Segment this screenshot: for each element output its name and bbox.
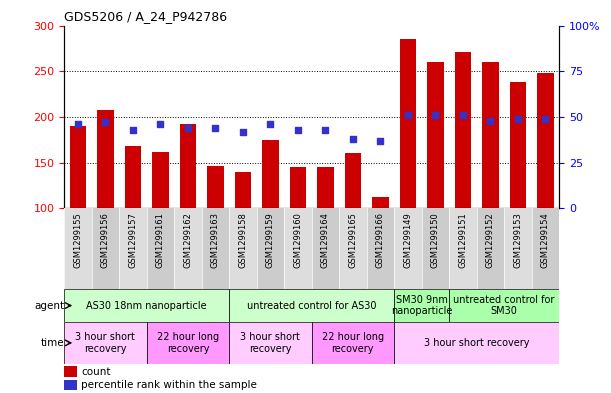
Point xyxy=(128,127,138,133)
Bar xyxy=(339,208,367,289)
Bar xyxy=(97,110,114,208)
Bar xyxy=(64,208,92,289)
Point xyxy=(541,116,551,122)
Point xyxy=(431,112,441,118)
Text: GSM1299153: GSM1299153 xyxy=(513,212,522,268)
Bar xyxy=(477,208,504,289)
Bar xyxy=(64,366,76,377)
Bar xyxy=(510,82,526,208)
Text: 22 hour long
recovery: 22 hour long recovery xyxy=(157,332,219,354)
Text: untreated control for
SM30: untreated control for SM30 xyxy=(453,295,555,316)
Bar xyxy=(394,322,559,364)
Text: GSM1299150: GSM1299150 xyxy=(431,212,440,268)
Text: GSM1299154: GSM1299154 xyxy=(541,212,550,268)
Text: GSM1299166: GSM1299166 xyxy=(376,212,385,268)
Text: GSM1299164: GSM1299164 xyxy=(321,212,330,268)
Text: GSM1299158: GSM1299158 xyxy=(238,212,247,268)
Bar xyxy=(372,197,389,208)
Text: GSM1299156: GSM1299156 xyxy=(101,212,110,268)
Bar xyxy=(64,322,147,364)
Point xyxy=(100,119,111,125)
Text: GSM1299165: GSM1299165 xyxy=(348,212,357,268)
Bar xyxy=(119,208,147,289)
Bar xyxy=(312,208,339,289)
Bar xyxy=(229,322,312,364)
Bar xyxy=(262,140,279,208)
Bar xyxy=(449,289,559,322)
Bar xyxy=(449,208,477,289)
Text: GSM1299160: GSM1299160 xyxy=(293,212,302,268)
Bar xyxy=(202,208,229,289)
Bar xyxy=(207,166,224,208)
Text: GSM1299155: GSM1299155 xyxy=(73,212,82,268)
Point xyxy=(403,112,413,118)
Text: 3 hour short
recovery: 3 hour short recovery xyxy=(76,332,135,354)
Bar xyxy=(152,152,169,208)
Point xyxy=(376,138,386,144)
Bar xyxy=(345,153,361,208)
Bar xyxy=(422,208,449,289)
Text: GSM1299152: GSM1299152 xyxy=(486,212,495,268)
Bar xyxy=(64,380,76,390)
Text: GDS5206 / A_24_P942786: GDS5206 / A_24_P942786 xyxy=(64,10,227,23)
Point xyxy=(321,127,331,133)
Text: time: time xyxy=(41,338,65,348)
Bar xyxy=(537,73,554,208)
Text: agent: agent xyxy=(35,301,65,310)
Text: GSM1299151: GSM1299151 xyxy=(458,212,467,268)
Text: GSM1299163: GSM1299163 xyxy=(211,212,220,268)
Bar xyxy=(394,208,422,289)
Point xyxy=(293,127,303,133)
Bar xyxy=(229,289,394,322)
Bar xyxy=(290,167,306,208)
Bar xyxy=(64,289,229,322)
Bar xyxy=(125,146,141,208)
Bar xyxy=(92,208,119,289)
Bar xyxy=(70,126,86,208)
Bar xyxy=(455,52,471,208)
Text: GSM1299159: GSM1299159 xyxy=(266,212,275,268)
Point xyxy=(513,116,523,122)
Bar xyxy=(427,62,444,208)
Bar xyxy=(229,208,257,289)
Bar xyxy=(482,62,499,208)
Point xyxy=(486,118,496,124)
Bar xyxy=(235,172,251,208)
Text: GSM1299161: GSM1299161 xyxy=(156,212,165,268)
Bar xyxy=(367,208,394,289)
Bar xyxy=(147,208,174,289)
Bar xyxy=(257,208,284,289)
Point xyxy=(238,129,248,135)
Text: 3 hour short recovery: 3 hour short recovery xyxy=(424,338,529,348)
Text: SM30 9nm
nanoparticle: SM30 9nm nanoparticle xyxy=(391,295,452,316)
Bar xyxy=(532,208,559,289)
Text: untreated control for AS30: untreated control for AS30 xyxy=(247,301,376,310)
Bar xyxy=(317,167,334,208)
Text: percentile rank within the sample: percentile rank within the sample xyxy=(81,380,257,390)
Text: GSM1299162: GSM1299162 xyxy=(183,212,192,268)
Point xyxy=(183,125,193,131)
Bar xyxy=(180,124,196,208)
Text: 22 hour long
recovery: 22 hour long recovery xyxy=(322,332,384,354)
Point xyxy=(348,136,358,142)
Text: count: count xyxy=(81,367,111,377)
Bar xyxy=(394,289,449,322)
Bar xyxy=(504,208,532,289)
Point xyxy=(156,121,166,127)
Text: AS30 18nm nanoparticle: AS30 18nm nanoparticle xyxy=(86,301,207,310)
Text: GSM1299157: GSM1299157 xyxy=(128,212,137,268)
Bar xyxy=(400,39,416,208)
Bar xyxy=(284,208,312,289)
Bar xyxy=(147,322,229,364)
Bar xyxy=(312,322,394,364)
Bar xyxy=(174,208,202,289)
Text: 3 hour short
recovery: 3 hour short recovery xyxy=(241,332,300,354)
Point xyxy=(73,121,83,127)
Point xyxy=(210,125,221,131)
Text: GSM1299149: GSM1299149 xyxy=(403,212,412,268)
Point xyxy=(266,121,276,127)
Point xyxy=(458,112,468,118)
